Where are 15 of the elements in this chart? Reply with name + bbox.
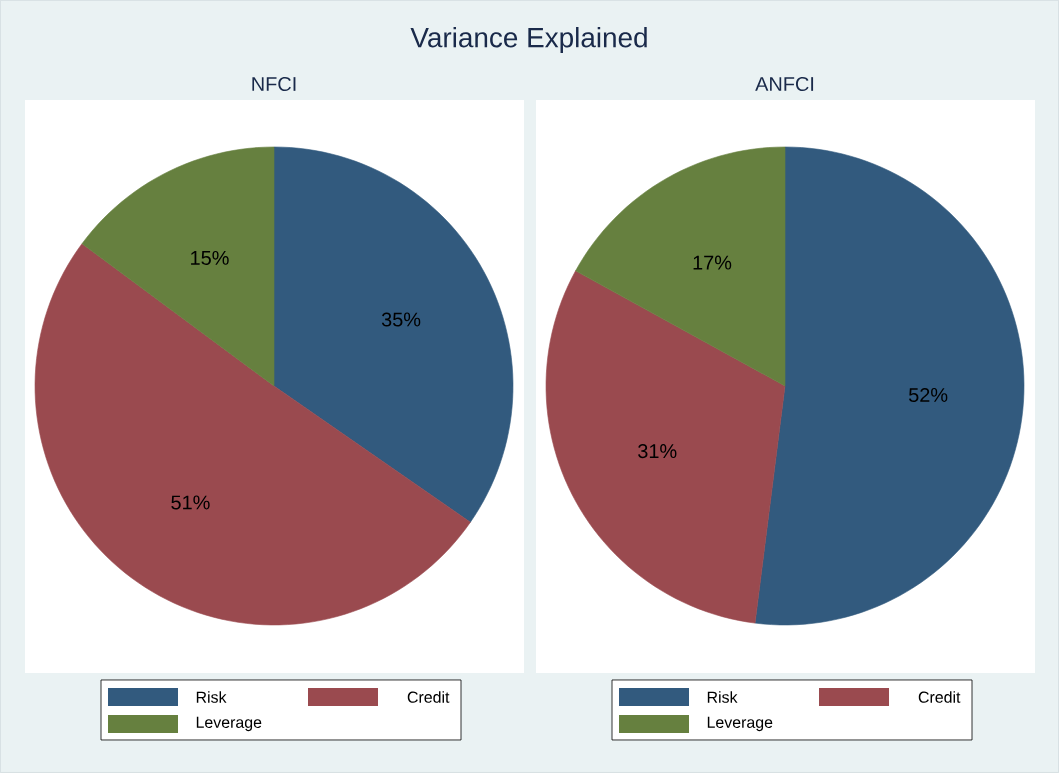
legend-label: Leverage — [707, 716, 773, 732]
legend-label: Risk — [707, 691, 738, 703]
data-label: 51% — [171, 495, 210, 510]
chart-title: ANFCI — [755, 76, 814, 92]
chart-title: NFCI — [252, 76, 296, 92]
legend-label: Credit — [918, 691, 961, 703]
legend-label: Credit — [407, 691, 450, 703]
data-label: 31% — [638, 444, 677, 459]
data-label: 35% — [381, 312, 421, 327]
text: Variance Explained — [410, 27, 647, 53]
data-label: 17% — [693, 255, 732, 270]
data-label: 52% — [908, 387, 948, 403]
legend-label: Risk — [196, 691, 227, 703]
legend-label: Leverage — [196, 716, 262, 732]
data-label: 15% — [191, 250, 229, 265]
